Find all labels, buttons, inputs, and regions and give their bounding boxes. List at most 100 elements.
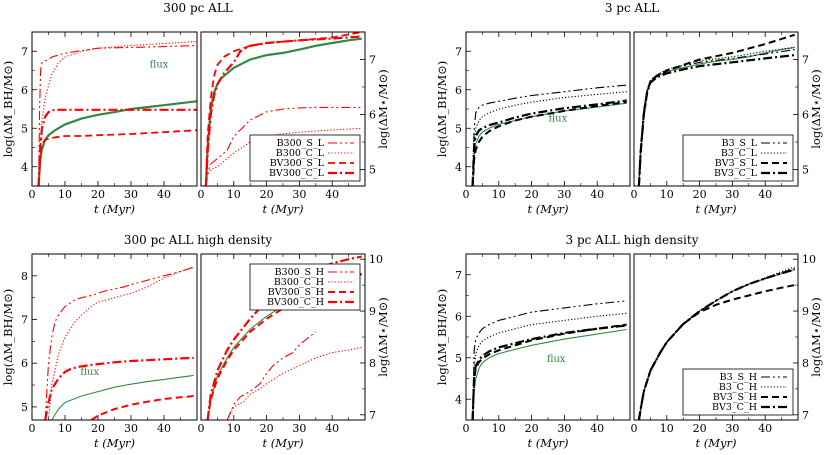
y-axis-label: log(ΔM_BH/M⊙) — [435, 289, 449, 386]
y-tick-label: 8 — [21, 270, 28, 283]
figure-4: 3 pc ALL high density 0 10 20 30 40 t (Myr) 4 5 6… — [435, 233, 823, 450]
y-tick-label: 4 — [21, 161, 28, 174]
y-tick-label: 7 — [802, 409, 809, 422]
x-axis-label: t (Myr) — [262, 202, 303, 216]
series-group — [637, 266, 795, 420]
x-tick-label: 30 — [292, 422, 306, 435]
series-line-flux — [472, 328, 627, 420]
legend-label: B300_C_H — [274, 277, 324, 288]
y-tick-label: 6 — [802, 109, 809, 122]
y-tick-label: 7 — [369, 54, 376, 67]
y-tick-label: 5 — [21, 401, 28, 414]
series-line-B300_C_H — [226, 346, 362, 420]
x-axis-label: t (Myr) — [94, 202, 135, 216]
series-line-BV3_C_H — [637, 268, 795, 420]
y-tick-label: 5 — [455, 122, 462, 135]
series-line-BV3_S_L — [471, 101, 627, 186]
y-tick-label: 7 — [455, 269, 462, 282]
series-line-BV3_S_L — [637, 33, 796, 186]
series-group — [37, 41, 197, 186]
x-axis-label: t (Myr) — [695, 202, 736, 216]
x-tick-label: 10 — [492, 422, 506, 435]
series-line-BV3_C_H — [471, 324, 627, 420]
x-tick-label: 10 — [58, 422, 72, 435]
x-tick-label: 0 — [463, 422, 470, 435]
x-tick-label: 20 — [260, 188, 274, 201]
x-tick-label: 30 — [124, 422, 138, 435]
x-tick-label: 20 — [91, 188, 105, 201]
y-tick-label: 7 — [21, 314, 28, 327]
y-tick-label: 8 — [369, 357, 376, 370]
legend-label: BV300_S_L — [270, 158, 325, 169]
x-tick-label: 30 — [124, 188, 138, 201]
series-line-BV300_S_H — [90, 395, 194, 420]
series-line-B300_S_H — [226, 331, 317, 420]
series-line-BV300_C_L — [204, 35, 362, 186]
series-group — [204, 32, 362, 186]
legend-label: BV300_C_H — [267, 297, 324, 308]
x-tick-label: 40 — [590, 422, 604, 435]
series-line-BV300_C_L — [37, 108, 197, 186]
series-line-B300_S_L — [38, 44, 197, 186]
y-tick-label: 4 — [455, 393, 462, 406]
series-line-B300_S_L — [205, 106, 362, 186]
y-tick-label: 7 — [369, 409, 376, 422]
legend-label: B300_S_L — [277, 138, 325, 149]
y-axis-label: log(ΔM_BH/M⊙) — [435, 61, 449, 158]
figure-title: 300 pc ALL — [163, 1, 233, 15]
series-line-flux — [51, 374, 194, 420]
y-tick-label: 6 — [455, 310, 462, 323]
x-tick-label: 40 — [758, 422, 772, 435]
series-line-B300_S_H — [44, 266, 194, 420]
series-line-B3_S_H — [472, 300, 627, 420]
series-line-BV300_C_H — [44, 356, 194, 420]
x-tick-label: 20 — [91, 422, 105, 435]
flux-annotation: flux — [547, 354, 566, 365]
y-tick-label: 10 — [369, 253, 383, 266]
y-axis-label: log(ΔM⋆/M⊙) — [809, 69, 823, 149]
y-axis-label: log(ΔM⋆/M⊙) — [809, 297, 823, 377]
series-group — [471, 84, 627, 186]
x-tick-label: 0 — [198, 188, 205, 201]
y-tick-label: 8 — [802, 357, 809, 370]
x-tick-label: 10 — [227, 422, 241, 435]
x-tick-label: 30 — [725, 422, 739, 435]
x-tick-label: 20 — [525, 422, 539, 435]
x-tick-label: 0 — [198, 422, 205, 435]
series-group — [44, 266, 194, 420]
y-tick-label: 10 — [802, 253, 816, 266]
x-tick-label: 40 — [325, 188, 339, 201]
x-tick-label: 40 — [590, 188, 604, 201]
y-axis-label: log(ΔM_BH/M⊙) — [1, 289, 15, 386]
y-tick-label: 6 — [21, 357, 28, 370]
x-tick-label: 30 — [292, 188, 306, 201]
figure-2: 3 pc ALL 0 10 20 30 40 t (Myr) 4 5 6 7 log(ΔM_BH/M⊙… — [435, 1, 823, 216]
x-axis-label: t (Myr) — [527, 436, 568, 450]
legend-label: B3_S_L — [722, 138, 758, 149]
y-tick-label: 5 — [455, 352, 462, 365]
right-panel: 0 10 20 30 40 t (Myr) 7 8 9 10 log(ΔM⋆/M⊙) B3_S_HB3… — [631, 253, 824, 450]
x-axis-label: t (Myr) — [94, 436, 135, 450]
legend-label: B300_S_H — [275, 267, 324, 278]
right-panel: 0 10 20 30 40 t (Myr) 7 8 9 10 log(ΔM⋆/M⊙) B300_S_H… — [198, 253, 391, 450]
x-tick-label: 0 — [463, 188, 470, 201]
y-axis-label: log(ΔM⋆/M⊙) — [376, 297, 390, 377]
series-line-B3_C_H — [638, 266, 795, 420]
y-tick-label: 6 — [455, 84, 462, 97]
legend-label: B300_C_L — [276, 148, 325, 159]
x-tick-label: 0 — [631, 188, 638, 201]
x-tick-label: 30 — [725, 188, 739, 201]
series-line-BV300_S_H — [206, 272, 363, 420]
y-tick-label: 5 — [369, 164, 376, 177]
series-line-BV300_S_L — [37, 129, 197, 186]
series-line-BV300_S_L — [205, 32, 362, 186]
series-line-BV3_C_L — [637, 54, 795, 186]
legend-label: BV3_C_L — [714, 168, 758, 179]
x-tick-label: 20 — [693, 422, 707, 435]
plot-frame — [465, 31, 631, 187]
legend-label: BV300_C_L — [269, 168, 325, 179]
